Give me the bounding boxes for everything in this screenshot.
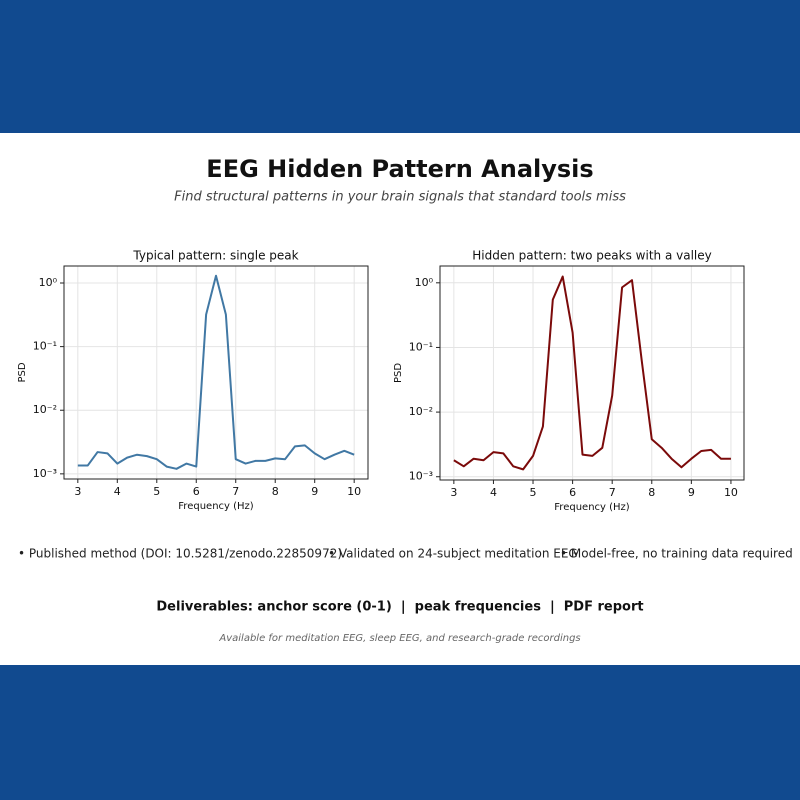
psd-line [77,274,355,470]
x-tick-label: 3 [74,485,81,498]
x-tick-label: 8 [272,485,279,498]
x-tick-label: 9 [688,486,695,499]
x-tick-label: 8 [648,486,655,499]
plot-frame [439,265,745,481]
y-tick-label: 10⁰ [415,276,434,289]
x-tick-label: 6 [193,485,200,498]
footer-note: Available for meditation EEG, sleep EEG,… [218,633,580,644]
x-tick-label: 9 [311,485,318,498]
bullet: • Model-free, no training data required [560,547,793,561]
top-band [0,0,800,133]
x-tick-label: 4 [114,485,121,498]
x-tick-label: 7 [609,486,616,499]
bullet: • Validated on 24-subject meditation EEG [328,547,578,561]
y-tick-label: 10⁻¹ [33,340,57,353]
chart-title: Hidden pattern: two peaks with a valley [472,249,711,263]
x-axis-label: Frequency (Hz) [178,501,254,512]
y-tick-label: 10⁻³ [409,470,433,483]
y-axis-label: PSD [17,362,28,382]
x-tick-label: 10 [724,486,738,499]
y-tick-label: 10⁻¹ [409,340,433,353]
x-axis-label: Frequency (Hz) [554,502,630,513]
bottom-band [0,665,800,800]
x-tick-label: 3 [450,486,457,499]
x-tick-label: 6 [569,486,576,499]
x-tick-label: 5 [153,485,160,498]
x-tick-label: 4 [490,486,497,499]
psd-line [453,275,731,471]
x-tick-label: 5 [530,486,537,499]
page-subtitle: Find structural patterns in your brain s… [174,190,626,205]
x-tick-label: 10 [347,485,361,498]
plot-frame [63,265,369,480]
y-tick-label: 10⁻² [33,403,57,416]
y-axis-label: PSD [393,363,404,383]
y-tick-label: 10⁰ [39,276,58,289]
bullet: • Published method (DOI: 10.5281/zenodo.… [18,547,342,561]
y-tick-label: 10⁻² [409,405,433,418]
page-title: EEG Hidden Pattern Analysis [206,155,593,183]
y-tick-label: 10⁻³ [33,467,57,480]
chart-title: Typical pattern: single peak [132,249,298,263]
deliverables: Deliverables: anchor score (0-1) | peak … [156,600,643,615]
x-tick-label: 7 [232,485,239,498]
